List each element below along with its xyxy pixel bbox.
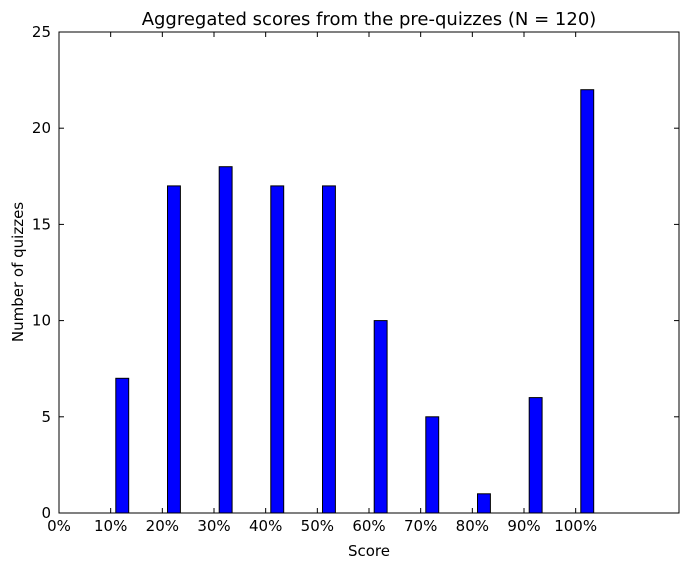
bar-7 [425, 416, 440, 514]
x-tick-label: 20% [146, 517, 179, 535]
x-tick-label: 40% [249, 517, 282, 535]
x-tick-label: 100% [554, 517, 597, 535]
bar-1 [115, 377, 130, 514]
bar-10 [580, 89, 595, 514]
x-axis-label: Score [348, 542, 390, 560]
y-tick-label: 15 [32, 215, 51, 233]
x-tick-label: 10% [94, 517, 127, 535]
bar-9 [528, 397, 543, 514]
bars-layer [115, 89, 595, 514]
x-tick-label: 50% [301, 517, 334, 535]
bar-2 [167, 185, 181, 514]
bar-5 [322, 185, 336, 514]
y-tick-label: 25 [32, 23, 51, 41]
y-tick-label: 20 [32, 119, 51, 137]
y-tick-label: 0 [41, 504, 51, 522]
x-tick-label: 80% [456, 517, 489, 535]
x-tick-label: 30% [197, 517, 230, 535]
x-tick-label: 60% [352, 517, 385, 535]
y-tick-label: 5 [41, 408, 51, 426]
chart-title: Aggregated scores from the pre-quizzes (… [142, 9, 597, 30]
x-tick-label: 0% [47, 517, 71, 535]
x-tick-label: 90% [507, 517, 540, 535]
bar-3 [218, 166, 233, 514]
y-axis-label: Number of quizzes [9, 202, 27, 342]
y-tick-label: 10 [32, 312, 51, 330]
bar-6 [373, 320, 388, 514]
bar-8 [477, 493, 491, 514]
ticks-layer: 0% 10% 20% 30% 40% 50% 60% 70% 80% 90% 100% 0 5 10 15 2… [32, 23, 679, 535]
x-tick-label: 70% [404, 517, 437, 535]
bar-4 [270, 185, 285, 514]
